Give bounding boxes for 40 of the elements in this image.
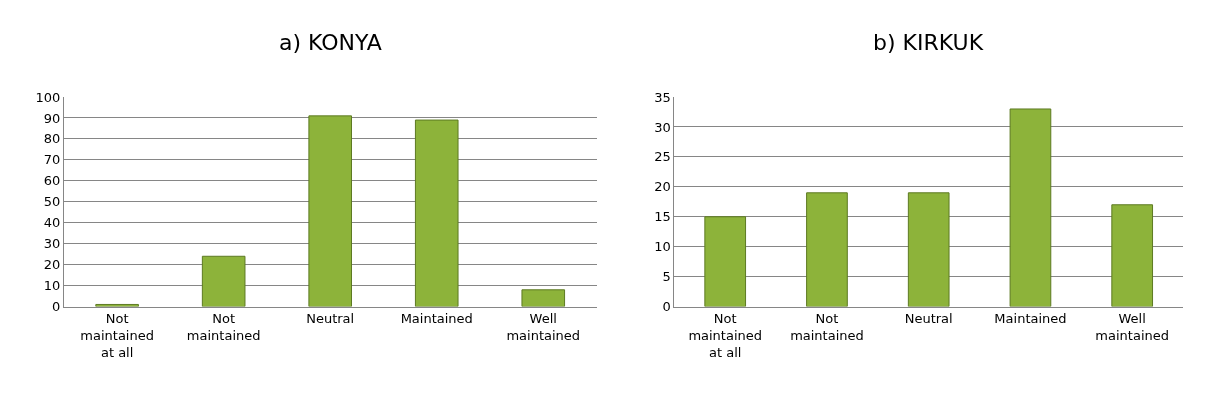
bar	[1111, 204, 1154, 307]
y-tick-label: 90	[43, 110, 61, 126]
y-tick-label: 50	[43, 194, 61, 210]
bar	[308, 115, 353, 307]
y-tick-label: 25	[654, 149, 671, 165]
y-tick-label: 30	[654, 119, 671, 135]
bar	[414, 119, 459, 307]
x-tick-label: Neutral	[904, 311, 953, 327]
bar	[1009, 108, 1052, 307]
y-tick-label: 100	[35, 89, 61, 105]
y-tick-label: 15	[654, 209, 671, 225]
y-tick-label: 0	[662, 299, 671, 315]
y-tick-label: 40	[43, 215, 61, 231]
bar	[704, 216, 747, 307]
bar	[521, 289, 566, 307]
x-tick-label: Maintained	[400, 311, 473, 327]
y-tick-label: 0	[51, 299, 61, 315]
y-tick-label: 60	[43, 173, 61, 189]
y-tick-label: 35	[654, 89, 671, 105]
y-tick-label: 5	[662, 269, 671, 285]
bar	[907, 192, 950, 307]
x-tick-label: Not maintained at all	[80, 311, 154, 360]
y-tick-label: 70	[43, 152, 61, 168]
y-tick-label: 20	[43, 257, 61, 273]
chart-title: b) KIRKUK	[873, 30, 984, 55]
y-tick-label: 80	[43, 131, 61, 147]
y-tick-label: 20	[654, 179, 671, 195]
y-tick-label: 10	[654, 239, 671, 255]
x-tick-label: Well maintained	[1095, 311, 1170, 344]
bar	[201, 255, 246, 307]
y-tick-label: 30	[43, 236, 61, 252]
bar	[806, 192, 848, 307]
y-tick-label: 10	[43, 278, 61, 294]
x-tick-label: Neutral	[306, 311, 355, 327]
x-tick-label: Maintained	[994, 311, 1067, 327]
x-tick-label: Not maintained	[790, 311, 864, 344]
x-tick-label: Not maintained	[186, 311, 261, 344]
x-tick-label: Not maintained at all	[688, 311, 763, 360]
chart-title: a) KONYA	[279, 30, 382, 55]
x-tick-label: Well maintained	[506, 311, 581, 344]
